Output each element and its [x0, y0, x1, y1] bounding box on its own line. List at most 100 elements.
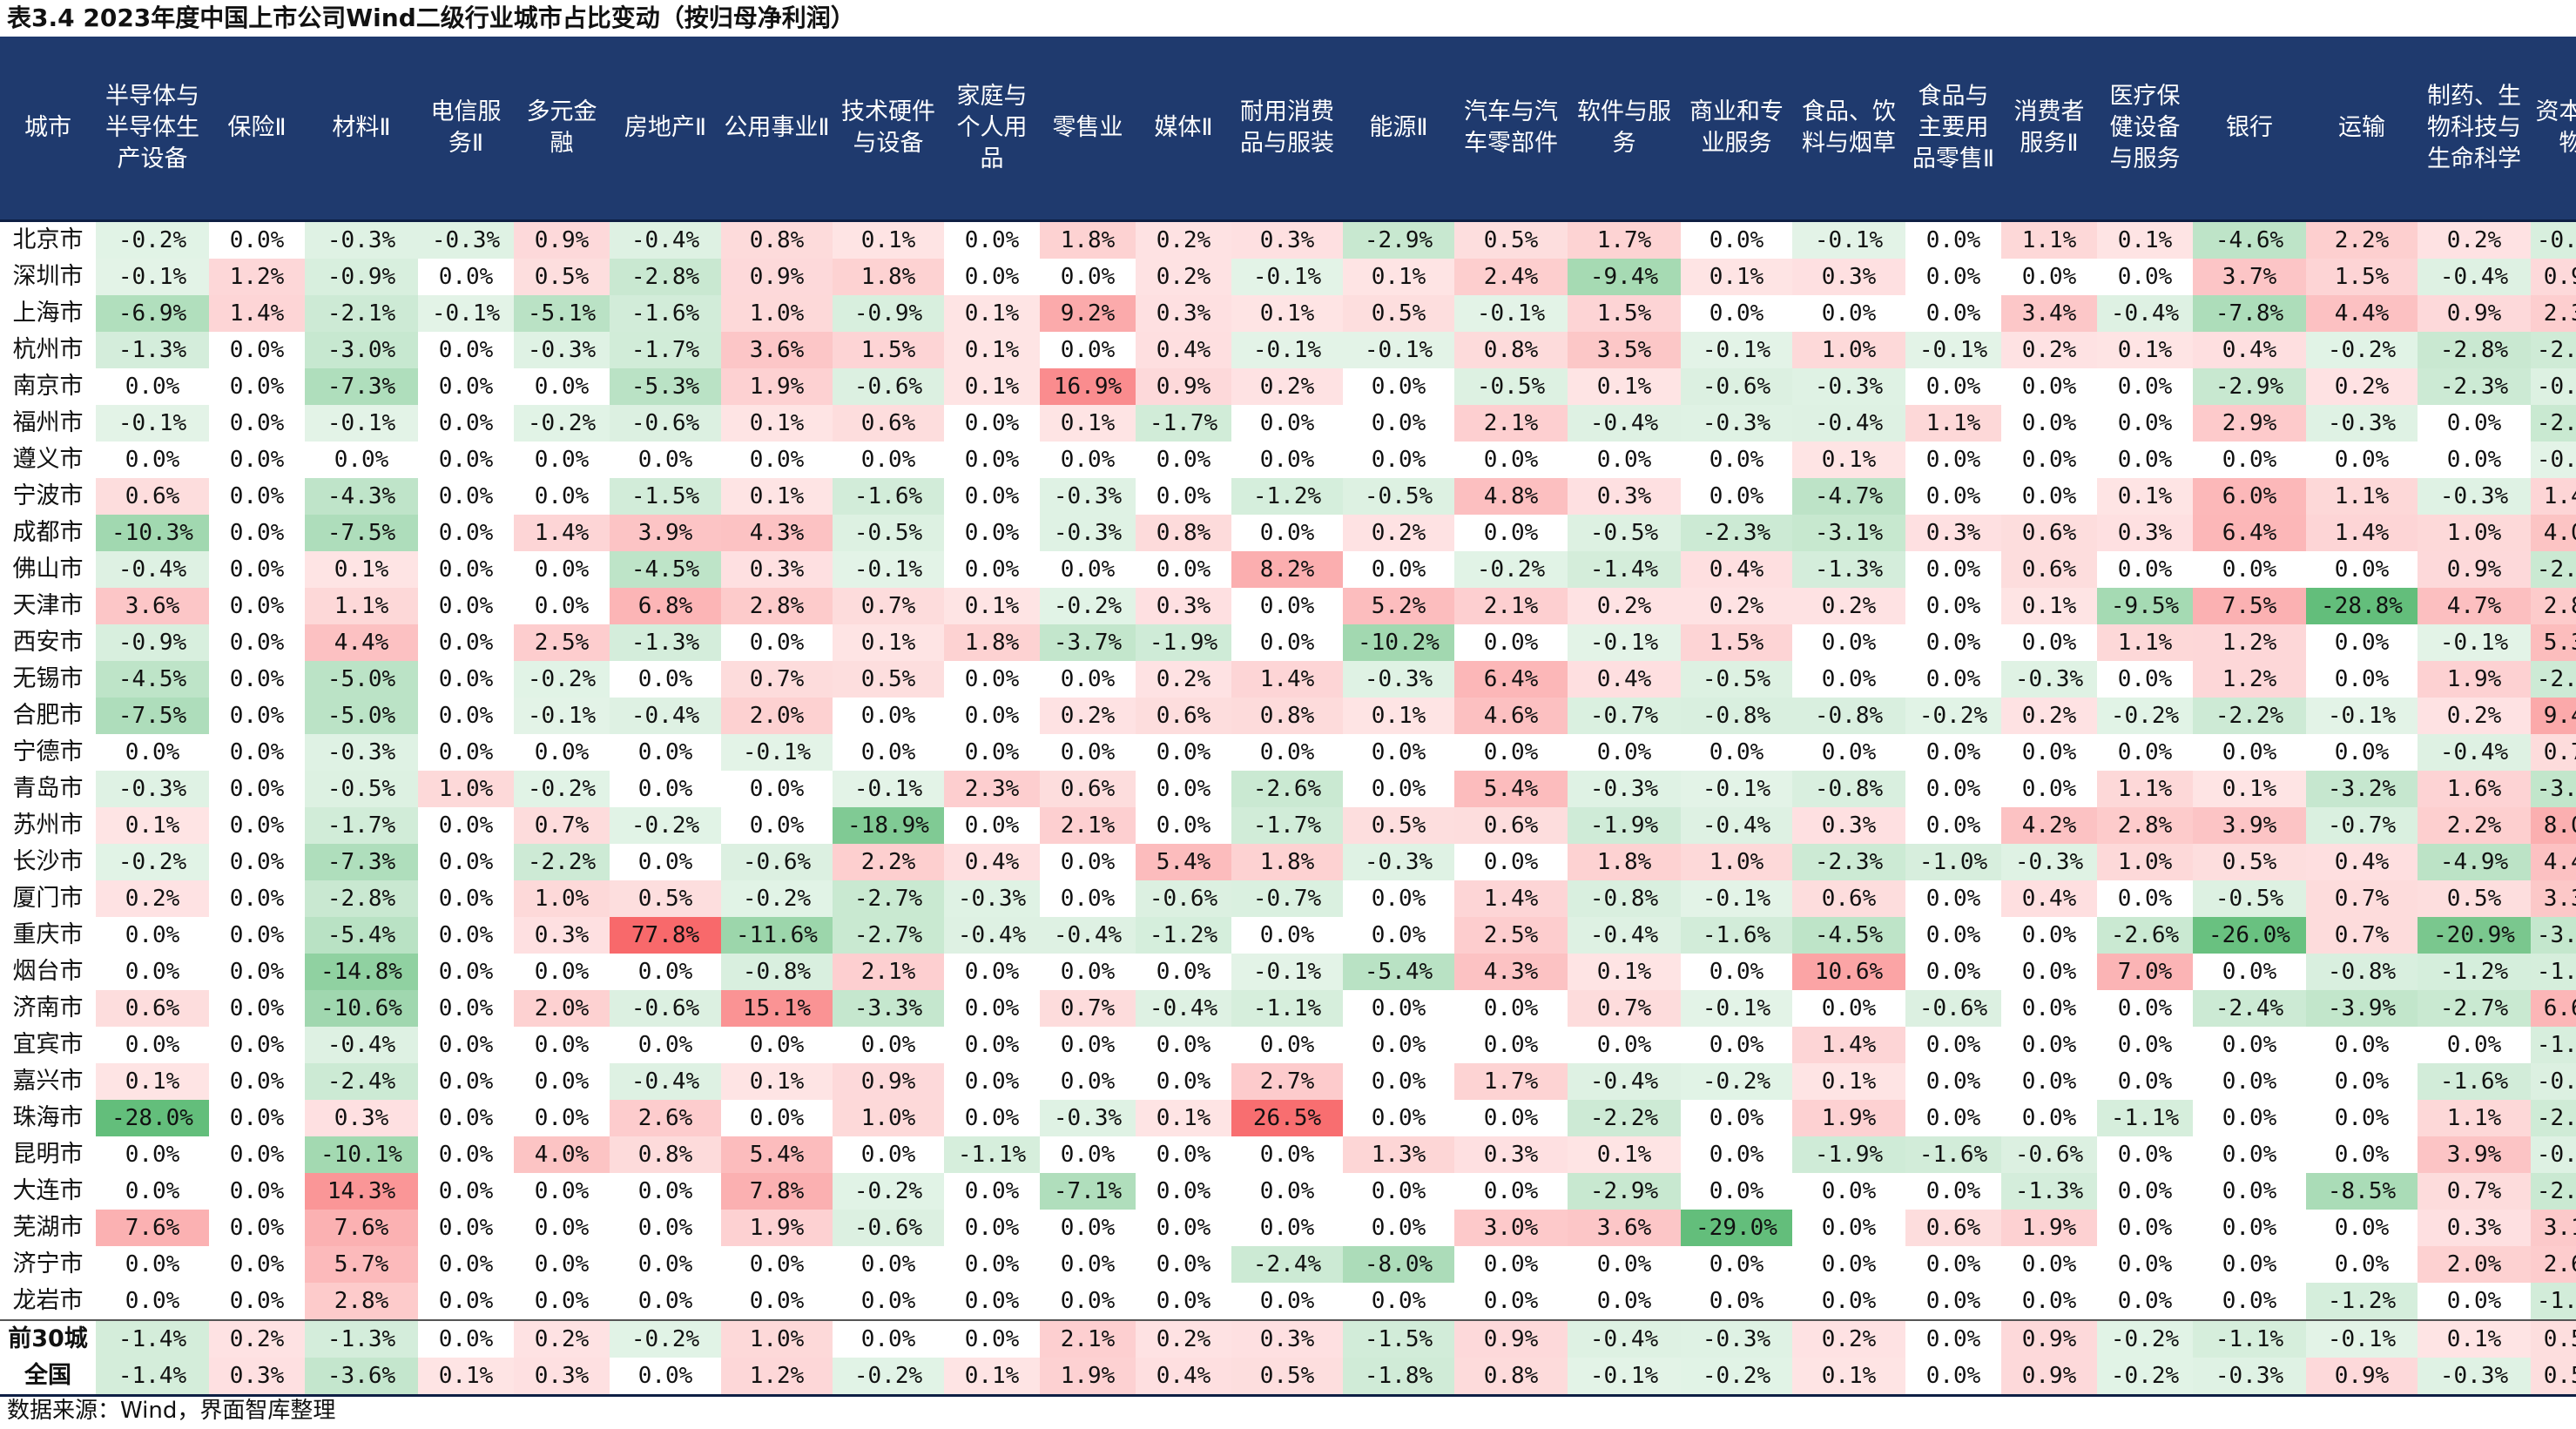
table-cell: 0.2% — [1343, 515, 1454, 551]
table-cell: 0.0% — [229, 1068, 285, 1095]
table-cell: -20.9% — [2418, 917, 2531, 954]
table-cell: 0.2% — [2418, 220, 2531, 259]
table-cell: 0.8% — [1231, 698, 1343, 734]
table-cell: 0.0% — [534, 447, 590, 473]
table-cell: -0.2% — [96, 844, 209, 880]
column-header-city: 城市 — [0, 37, 96, 221]
table-cell: 0.0% — [1060, 337, 1116, 363]
table-cell: 0.0% — [964, 703, 1020, 729]
table-cell: 2.0% — [514, 990, 610, 1027]
table-cell: 0.0% — [2222, 1105, 2277, 1131]
row-city: 前30城 — [8, 1325, 88, 1352]
table-cell: -2.3% — [1681, 515, 1792, 551]
table-cell: 1.4% — [2531, 478, 2576, 515]
column-header: 零售业 — [1040, 37, 1136, 221]
table-cell: -0.1% — [2306, 698, 2418, 734]
table-cell: 6.4% — [2193, 515, 2306, 551]
table-cell: 0.0% — [1156, 776, 1211, 802]
table-cell: 5.4% — [721, 1136, 833, 1173]
table-cell: -7.3% — [305, 844, 418, 880]
table-cell: 0.0% — [438, 739, 494, 765]
column-header: 商业和专业服务 — [1681, 37, 1792, 221]
table-cell: -0.6% — [833, 368, 944, 405]
table-cell: 2.0% — [2418, 1246, 2531, 1283]
table-cell: 0.0% — [125, 959, 180, 985]
table-cell: 1.8% — [1568, 844, 1681, 880]
table-cell: 9.4% — [2531, 698, 2576, 734]
table-cell: 0.1% — [2001, 588, 2097, 624]
table-cell: 0.0% — [1156, 1288, 1211, 1314]
table-cell: -1.8% — [1343, 1358, 1454, 1396]
table-cell: -0.2% — [833, 1173, 944, 1210]
table-cell: 1.7% — [1568, 220, 1681, 259]
table-row: 南京市 0.0% 0.0% -7.3% 0.0% 0.0% -5.3% 1.9% -0.6% 0.… — [0, 368, 2576, 405]
table-cell: -0.1% — [418, 295, 514, 332]
table-cell: 3.7% — [2193, 259, 2306, 295]
table-cell: 0.6% — [1136, 698, 1231, 734]
table-cell: 8.2% — [1231, 551, 1343, 588]
column-header: 公用事业Ⅱ — [721, 37, 833, 221]
table-cell: 0.0% — [964, 264, 1020, 290]
table-cell: -0.2% — [1681, 1358, 1792, 1396]
table-cell: 0.0% — [1709, 300, 1764, 327]
table-cell: 0.0% — [1821, 1288, 1877, 1314]
table-cell: -0.3% — [944, 880, 1040, 917]
table-cell: 0.7% — [721, 661, 833, 698]
table-cell: -3.0% — [305, 332, 418, 368]
table-cell: 1.6% — [2418, 771, 2531, 807]
table-cell: 0.0% — [438, 1032, 494, 1058]
table-cell: 0.0% — [2334, 739, 2390, 765]
table-cell: 0.0% — [1060, 447, 1116, 473]
table-cell: -2.4% — [1231, 1246, 1343, 1283]
table-cell: 0.7% — [833, 588, 944, 624]
row-city: 烟台市 — [12, 958, 84, 985]
table-cell: -0.1% — [1905, 332, 2001, 368]
table-cell: 1.0% — [1792, 332, 1905, 368]
table-cell: 0.0% — [229, 703, 285, 729]
table-cell: 1.5% — [2306, 259, 2418, 295]
table-cell: 0.0% — [1709, 739, 1764, 765]
table-cell: -8.0% — [1343, 1246, 1454, 1283]
table-cell: 0.9% — [833, 1063, 944, 1100]
table-cell: 1.8% — [833, 259, 944, 295]
table-cell: -0.4% — [1792, 405, 1905, 442]
table-cell: 1.0% — [721, 295, 833, 332]
table-cell: 0.0% — [1709, 1178, 1764, 1204]
table-cell: 7.5% — [2193, 588, 2306, 624]
table-cell: -2.6% — [2531, 1173, 2576, 1210]
table-cell: -0.2% — [1454, 551, 1568, 588]
table-cell: 0.2% — [514, 1320, 610, 1358]
table-title: 表3.4 2023年度中国上市公司Wind二级行业城市占比变动（按归母净利润） — [7, 3, 855, 32]
table-cell: -5.4% — [305, 917, 418, 954]
table-cell: 0.0% — [1709, 227, 1764, 253]
table-cell: 0.0% — [438, 593, 494, 619]
table-cell: 0.0% — [125, 374, 180, 400]
table-cell: -0.5% — [2193, 880, 2306, 917]
table-cell: 6.4% — [1454, 661, 1568, 698]
table-cell: -3.3% — [833, 990, 944, 1027]
table-cell: -4.5% — [1792, 917, 1905, 954]
row-city: 遵义市 — [12, 446, 84, 473]
table-cell: 0.0% — [2021, 1288, 2077, 1314]
table-cell: 1.1% — [305, 588, 418, 624]
row-city: 西安市 — [12, 629, 84, 656]
table-cell: 0.0% — [749, 447, 805, 473]
table-cell: 0.0% — [438, 447, 494, 473]
table-row: 芜湖市 7.6% 0.0% 7.6% 0.0% 0.0% 0.0% 1.9% -0.6% 0.0%… — [0, 1210, 2576, 1246]
row-city: 厦门市 — [12, 885, 84, 912]
table-row: 珠海市 -28.0% 0.0% 0.3% 0.0% 0.0% 2.6% 0.0% 1.0% 0.0… — [0, 1100, 2576, 1136]
table-cell: 3.3% — [2531, 880, 2576, 917]
table-cell: 2.1% — [1454, 588, 1568, 624]
table-row: 宜宾市 0.0% 0.0% -0.4% 0.0% 0.0% 0.0% 0.0% 0.0% 0.0%… — [0, 1027, 2576, 1063]
table-cell: 0.0% — [1371, 886, 1426, 912]
table-cell: 0.1% — [1136, 1100, 1231, 1136]
table-cell: -0.1% — [721, 734, 833, 771]
table-cell: 4.4% — [2531, 844, 2576, 880]
table-cell: 0.0% — [2222, 447, 2277, 473]
table-cell: 0.0% — [1259, 410, 1315, 436]
table-cell: 0.0% — [1371, 739, 1426, 765]
table-row: 龙岩市 0.0% 0.0% 2.8% 0.0% 0.0% 0.0% 0.0% 0.0% 0.0% 0… — [0, 1283, 2576, 1320]
table-cell: -1.6% — [1905, 1136, 2001, 1173]
table-row: 重庆市 0.0% 0.0% -5.4% 0.0% 0.3% 77.8% -11.6% -2.7%… — [0, 917, 2576, 954]
table-cell: -10.6% — [305, 990, 418, 1027]
